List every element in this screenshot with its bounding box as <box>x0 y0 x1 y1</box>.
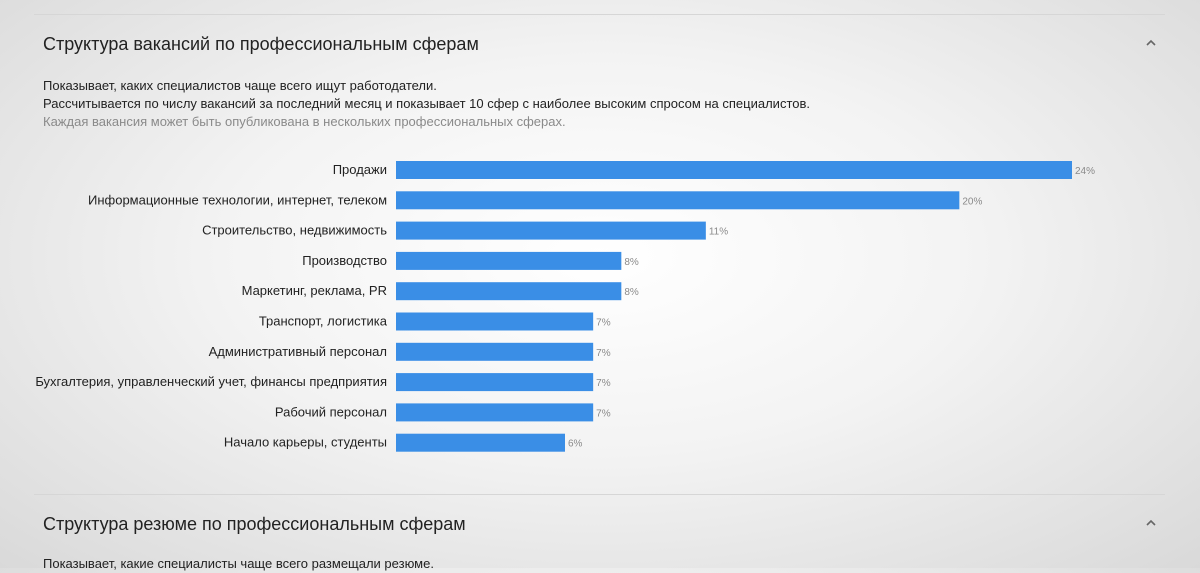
category-label: Начало карьеры, студенты <box>224 435 387 450</box>
value-label: 24% <box>1075 166 1095 177</box>
chevron-up-icon <box>1141 513 1161 533</box>
category-label: Строительство, недвижимость <box>202 223 387 238</box>
category-label: Производство <box>302 253 387 268</box>
bar <box>396 433 565 452</box>
category-label: Маркетинг, реклама, PR <box>242 283 387 298</box>
value-label: 6% <box>568 439 583 450</box>
bar <box>396 251 622 270</box>
section-description-resumes: Показывает, какие специалисты чаще всего… <box>43 555 434 573</box>
description-line: Показывает, какие специалисты чаще всего… <box>43 556 434 571</box>
value-label: 7% <box>596 348 611 359</box>
section-divider <box>34 494 1165 495</box>
description-line: Рассчитывается по числу вакансий за посл… <box>43 96 810 111</box>
category-label: Транспорт, логистика <box>259 314 388 329</box>
category-label: Продажи <box>333 162 387 177</box>
top-divider <box>34 14 1165 15</box>
value-label: 7% <box>596 378 611 389</box>
bar <box>396 342 594 361</box>
bar <box>396 191 960 210</box>
bar <box>396 282 622 301</box>
bar <box>396 373 594 392</box>
section-title-resumes: Структура резюме по профессиональным сфе… <box>43 514 466 534</box>
bar <box>396 221 706 240</box>
collapse-vacancies-button[interactable] <box>1141 33 1161 53</box>
category-label: Бухгалтерия, управленческий учет, финанс… <box>35 374 387 389</box>
category-label: Рабочий персонал <box>275 404 387 419</box>
bar <box>396 403 594 422</box>
value-label: 7% <box>596 408 611 419</box>
description-note: Каждая вакансия может быть опубликована … <box>43 114 566 129</box>
bar <box>396 161 1072 179</box>
section-description-vacancies: Показывает, каких специалистов чаще всег… <box>43 77 810 131</box>
description-line: Показывает, каких специалистов чаще всег… <box>43 78 437 93</box>
value-label: 8% <box>624 287 639 298</box>
value-label: 20% <box>962 196 982 207</box>
value-label: 11% <box>709 227 728 238</box>
value-label: 7% <box>596 318 611 329</box>
category-label: Административный персонал <box>209 344 387 359</box>
collapse-resumes-button[interactable] <box>1141 513 1161 533</box>
section-title-vacancies: Структура вакансий по профессиональным с… <box>43 34 479 54</box>
value-label: 8% <box>624 257 639 268</box>
chevron-up-icon <box>1141 33 1161 53</box>
category-label: Информационные технологии, интернет, тел… <box>88 192 387 207</box>
bar <box>396 312 594 331</box>
